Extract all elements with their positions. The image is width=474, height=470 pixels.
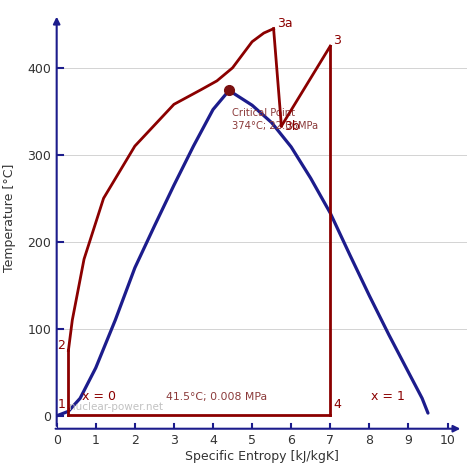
Y-axis label: Temperature [°C]: Temperature [°C] <box>3 164 16 272</box>
Text: 3: 3 <box>333 34 341 47</box>
Text: 4: 4 <box>333 398 341 411</box>
Text: Critical Point
374°C; 22.06MPa: Critical Point 374°C; 22.06MPa <box>232 108 318 131</box>
Text: nuclear-power.net: nuclear-power.net <box>69 402 163 412</box>
Text: x = 1: x = 1 <box>371 390 405 403</box>
Text: 2: 2 <box>57 339 65 352</box>
Text: 41.5°C; 0.008 MPa: 41.5°C; 0.008 MPa <box>166 392 267 402</box>
Text: 3b: 3b <box>284 120 301 133</box>
Text: 3a: 3a <box>277 17 292 30</box>
X-axis label: Specific Entropy [kJ/kgK]: Specific Entropy [kJ/kgK] <box>185 450 339 463</box>
Text: 1: 1 <box>57 398 65 411</box>
Text: x = 0: x = 0 <box>82 390 116 403</box>
